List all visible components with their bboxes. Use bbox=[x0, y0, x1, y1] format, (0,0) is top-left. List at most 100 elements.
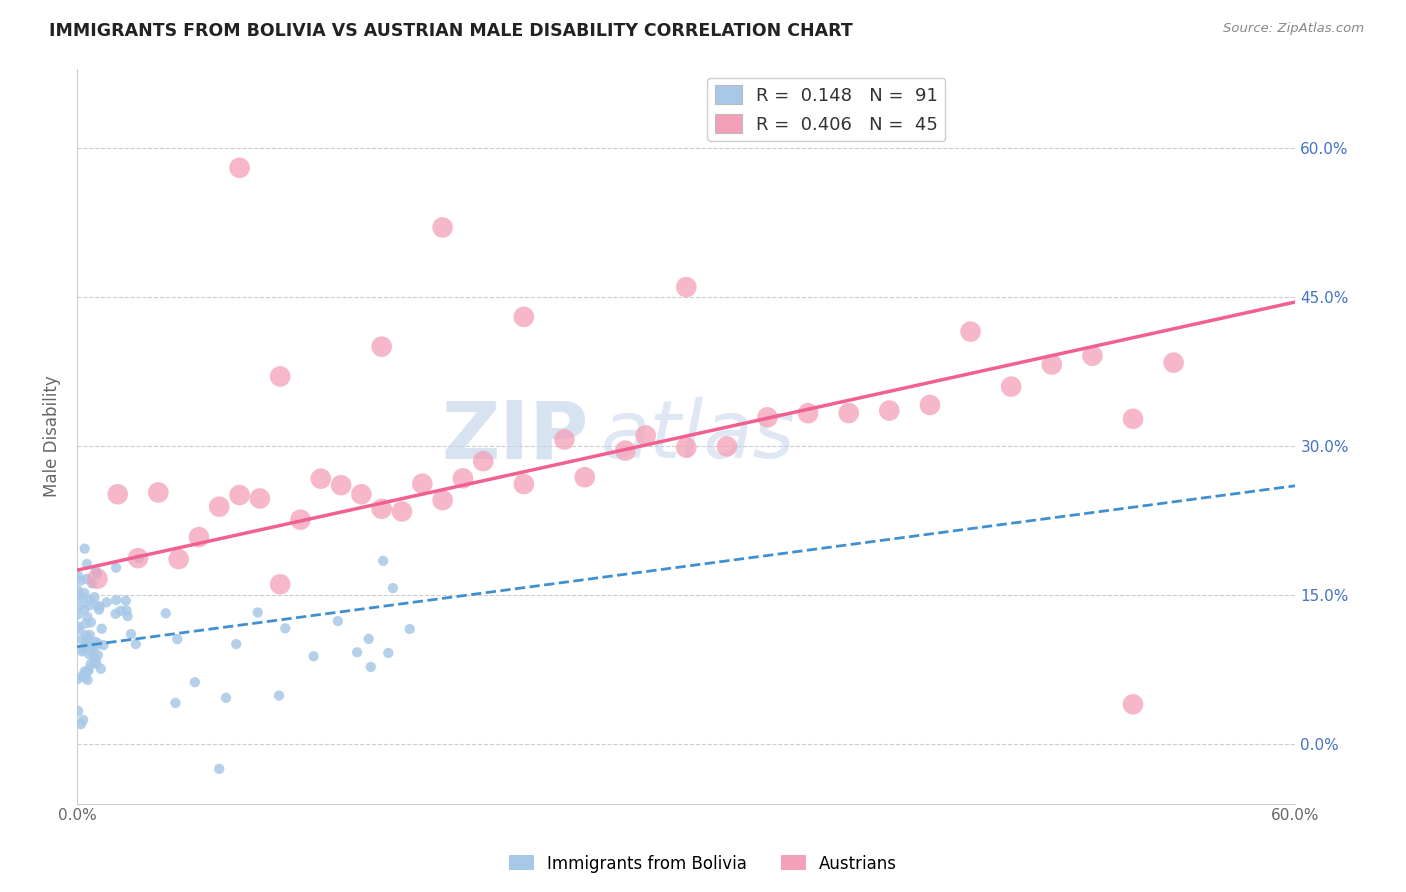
Point bbox=[72, 644, 94, 658]
Point bbox=[76, 673, 98, 687]
Legend: Immigrants from Bolivia, Austrians: Immigrants from Bolivia, Austrians bbox=[502, 848, 904, 880]
Point bbox=[90, 622, 112, 636]
Point bbox=[411, 476, 433, 491]
Point bbox=[330, 478, 353, 492]
Point bbox=[249, 491, 271, 506]
Point bbox=[82, 648, 104, 663]
Point bbox=[84, 634, 107, 648]
Point bbox=[114, 593, 136, 607]
Point bbox=[67, 704, 90, 718]
Point bbox=[167, 552, 190, 566]
Point bbox=[90, 662, 112, 676]
Point bbox=[1040, 358, 1063, 372]
Point bbox=[77, 663, 100, 677]
Point bbox=[76, 632, 98, 646]
Point bbox=[309, 472, 332, 486]
Point bbox=[77, 664, 100, 678]
Point bbox=[128, 551, 150, 566]
Point bbox=[370, 340, 392, 354]
Point bbox=[75, 639, 97, 653]
Point bbox=[105, 561, 128, 575]
Point bbox=[77, 638, 100, 652]
Point bbox=[86, 657, 108, 671]
Point bbox=[225, 637, 247, 651]
Point bbox=[267, 689, 290, 703]
Point bbox=[66, 672, 89, 686]
Point bbox=[166, 632, 188, 647]
Point bbox=[80, 576, 103, 591]
Point bbox=[246, 606, 269, 620]
Point bbox=[155, 607, 177, 621]
Point bbox=[80, 615, 103, 630]
Point bbox=[73, 665, 96, 679]
Text: IMMIGRANTS FROM BOLIVIA VS AUSTRIAN MALE DISABILITY CORRELATION CHART: IMMIGRANTS FROM BOLIVIA VS AUSTRIAN MALE… bbox=[49, 22, 853, 40]
Point bbox=[1163, 356, 1185, 370]
Point bbox=[84, 564, 107, 578]
Point bbox=[574, 470, 596, 484]
Point bbox=[79, 657, 101, 671]
Point bbox=[360, 660, 382, 674]
Point bbox=[77, 599, 100, 613]
Point bbox=[634, 428, 657, 442]
Point bbox=[70, 632, 93, 647]
Point bbox=[451, 471, 474, 485]
Point bbox=[208, 500, 231, 514]
Point bbox=[553, 433, 575, 447]
Point bbox=[87, 603, 110, 617]
Point bbox=[104, 607, 127, 621]
Point bbox=[87, 648, 110, 662]
Point bbox=[371, 554, 394, 568]
Point bbox=[76, 557, 98, 571]
Point bbox=[614, 443, 637, 458]
Point bbox=[96, 595, 118, 609]
Point bbox=[70, 717, 93, 731]
Point bbox=[432, 220, 454, 235]
Point bbox=[76, 572, 98, 586]
Point bbox=[391, 504, 413, 518]
Point bbox=[75, 616, 97, 631]
Point bbox=[215, 690, 238, 705]
Point bbox=[67, 623, 90, 637]
Point bbox=[838, 406, 860, 420]
Point bbox=[73, 603, 96, 617]
Point bbox=[73, 586, 96, 600]
Point bbox=[67, 569, 90, 583]
Point bbox=[115, 603, 138, 617]
Point bbox=[513, 310, 536, 324]
Point bbox=[187, 530, 209, 544]
Point bbox=[269, 577, 291, 591]
Point bbox=[208, 762, 231, 776]
Point bbox=[84, 652, 107, 666]
Point bbox=[472, 454, 495, 468]
Text: atlas: atlas bbox=[600, 397, 796, 475]
Point bbox=[86, 566, 108, 581]
Point bbox=[377, 646, 399, 660]
Point bbox=[84, 640, 107, 654]
Point bbox=[66, 607, 89, 622]
Point bbox=[1081, 349, 1104, 363]
Point bbox=[79, 592, 101, 607]
Text: Source: ZipAtlas.com: Source: ZipAtlas.com bbox=[1223, 22, 1364, 36]
Point bbox=[79, 628, 101, 642]
Point bbox=[127, 551, 149, 566]
Point bbox=[70, 669, 93, 683]
Point bbox=[381, 581, 404, 595]
Point bbox=[83, 656, 105, 670]
Point bbox=[80, 640, 103, 655]
Point bbox=[716, 439, 738, 453]
Point bbox=[75, 628, 97, 642]
Point bbox=[72, 591, 94, 605]
Point bbox=[110, 604, 132, 618]
Point bbox=[797, 406, 820, 420]
Point bbox=[165, 696, 187, 710]
Point bbox=[75, 633, 97, 648]
Point bbox=[346, 645, 368, 659]
Point bbox=[326, 614, 349, 628]
Point bbox=[72, 713, 94, 727]
Point bbox=[1000, 379, 1022, 393]
Point bbox=[959, 325, 981, 339]
Point bbox=[67, 588, 90, 602]
Point bbox=[357, 632, 380, 646]
Point bbox=[67, 619, 90, 633]
Point bbox=[69, 599, 91, 613]
